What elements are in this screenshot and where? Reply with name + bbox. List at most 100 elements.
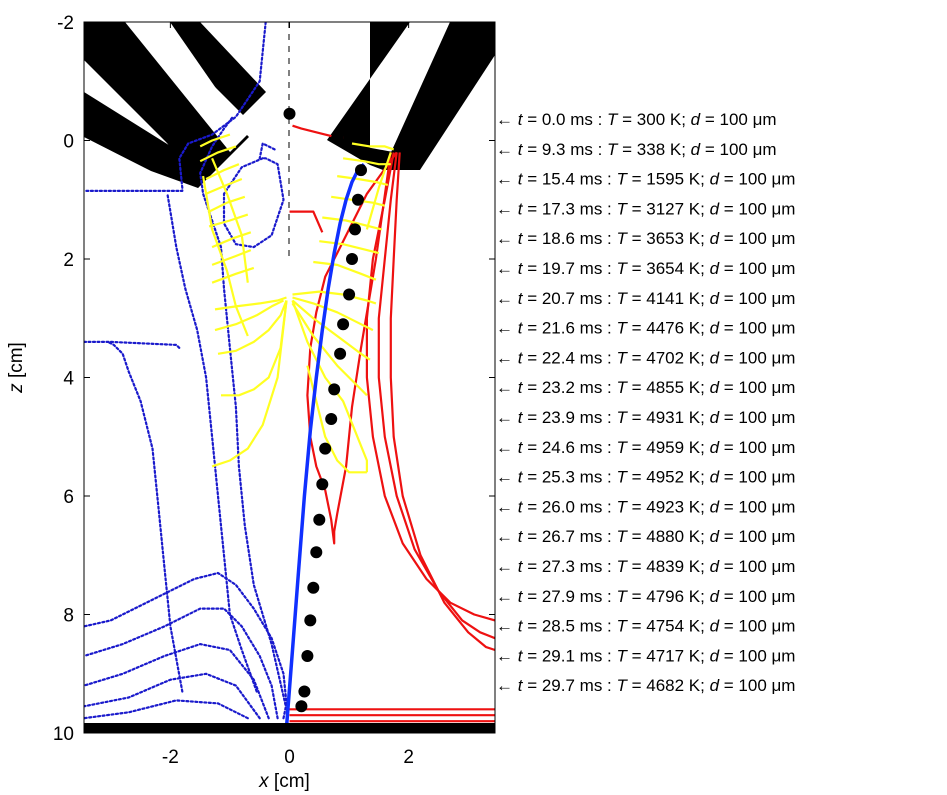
particle-marker-9: [334, 347, 347, 360]
annotation-label: ← t = 27.3 ms : T = 4839 K; d = 100 μm: [496, 557, 795, 576]
particle-marker-14: [313, 513, 326, 526]
annotation-label: ← t = 27.9 ms : T = 4796 K; d = 100 μm: [496, 587, 795, 606]
blue-contour-3: [84, 642, 270, 720]
trajectory-layer: [284, 162, 366, 728]
y-tick-label: 10: [53, 724, 74, 745]
yellow-contour-6: [211, 266, 255, 284]
annotation-15: ← t = 26.7 ms : T = 4880 K; d = 100 μm: [496, 527, 795, 546]
blue-contour-4: [84, 672, 261, 720]
yellow-contour-21: [292, 296, 374, 332]
blue-contours: [84, 22, 288, 720]
x-tick-label: 2: [403, 747, 414, 768]
particle-trajectory: [284, 162, 366, 728]
particle-marker-8: [337, 318, 350, 331]
x-axis-title: x [cm]: [258, 771, 310, 792]
annotation-label: ← t = 15.4 ms : T = 1595 K; d = 100 μm: [496, 170, 795, 189]
right-electrode-stripe-2: [360, 22, 450, 170]
annotation-label: ← t = 29.1 ms : T = 4717 K; d = 100 μm: [496, 646, 795, 665]
annotation-14: ← t = 26.0 ms : T = 4923 K; d = 100 μm: [496, 497, 795, 516]
red-contour-3: [377, 152, 495, 640]
annotation-label: ← t = 26.7 ms : T = 4880 K; d = 100 μm: [496, 527, 795, 546]
annotation-label: ← t = 9.3 ms : T = 338 K; d = 100 μm: [496, 140, 777, 159]
annotation-label: ← t = 21.6 ms : T = 4476 K; d = 100 μm: [496, 319, 795, 338]
x-tick-label: -2: [162, 747, 179, 768]
particle-layer: [283, 107, 367, 713]
y-tick-label: -2: [57, 13, 74, 34]
yellow-contour-29: [351, 142, 395, 151]
yellow-contour-23: [313, 260, 377, 281]
y-tick-label: 2: [63, 250, 74, 271]
particle-marker-18: [301, 650, 314, 662]
yellow-contour-11: [205, 177, 243, 195]
yellow-contour-8: [211, 231, 252, 249]
annotation-label: ← t = 23.2 ms : T = 4855 K; d = 100 μm: [496, 378, 795, 397]
particle-marker-16: [307, 581, 320, 594]
left-electrode-stripe-1: [84, 22, 249, 188]
annotation-19: ← t = 29.1 ms : T = 4717 K; d = 100 μm: [496, 646, 795, 665]
yellow-contour-14: [199, 133, 231, 148]
left-electrode-stripe-5: [125, 22, 255, 152]
yellow-contour-20: [291, 299, 371, 361]
annotation-10: ← t = 23.2 ms : T = 4855 K; d = 100 μm: [496, 378, 795, 397]
annotation-4: ← t = 17.3 ms : T = 3127 K; d = 100 μm: [496, 199, 795, 218]
x-tick-label: 0: [284, 747, 295, 768]
blue-contour-2: [84, 607, 279, 720]
x-axis-label: x [cm]: [258, 771, 310, 792]
blue-contour-5: [84, 699, 249, 720]
particle-marker-13: [316, 478, 329, 491]
annotation-label: ← t = 18.6 ms : T = 3653 K; d = 100 μm: [496, 229, 795, 248]
blue-contour-7: [166, 192, 258, 693]
particle-marker-4: [352, 193, 364, 206]
yellow-contour-9: [208, 213, 249, 228]
particle-marker-10: [328, 383, 341, 396]
y-ticks: -2 0 2 4 6 8 10: [53, 13, 495, 745]
yellow-contour-30: [365, 152, 392, 230]
annotation-label: ← t = 19.7 ms : T = 3654 K; d = 100 μm: [496, 259, 795, 278]
particle-marker-6: [346, 253, 358, 265]
blue-contour-6: [199, 115, 288, 711]
yellow-contour-28: [342, 157, 391, 166]
annotation-5: ← t = 18.6 ms : T = 3653 K; d = 100 μm: [496, 229, 795, 248]
y-tick-label: 6: [63, 487, 74, 508]
x-ticks: -2 0 2: [162, 22, 414, 768]
particle-marker-5: [349, 223, 361, 236]
yellow-contour-19: [291, 302, 368, 397]
particle-marker-11: [325, 413, 338, 425]
annotation-label: ← t = 22.4 ms : T = 4702 K; d = 100 μm: [496, 348, 795, 367]
particle-marker-1: [283, 107, 296, 120]
yellow-contour-13: [199, 145, 237, 163]
blue-contour-10: [84, 340, 181, 349]
y-axis-label: z [cm]: [6, 342, 27, 394]
yellow-contour-4: [214, 299, 284, 332]
annotation-9: ← t = 22.4 ms : T = 4702 K; d = 100 μm: [496, 348, 795, 367]
right-electrode-stripe-3: [383, 22, 495, 170]
plot-area: [84, 22, 495, 733]
y-tick-label: 4: [63, 369, 74, 390]
blue-contour-9: [106, 340, 184, 693]
blue-contour-12: [258, 142, 276, 160]
right-electrode-stripe-1: [327, 22, 410, 165]
particle-marker-19: [298, 685, 311, 698]
annotation-8: ← t = 21.6 ms : T = 4476 K; d = 100 μm: [496, 319, 795, 338]
annotation-3: ← t = 15.4 ms : T = 1595 K; d = 100 μm: [496, 170, 795, 189]
yellow-contour-16: [202, 175, 249, 337]
annotation-6: ← t = 19.7 ms : T = 3654 K; d = 100 μm: [496, 259, 795, 278]
annotation-2: ← t = 9.3 ms : T = 338 K; d = 100 μm: [496, 140, 777, 159]
yellow-contour-7: [211, 249, 252, 266]
annotation-label: ← t = 20.7 ms : T = 4141 K; d = 100 μm: [496, 289, 795, 308]
annotation-13: ← t = 25.3 ms : T = 4952 K; d = 100 μm: [496, 468, 795, 487]
yellow-contour-5: [214, 296, 287, 311]
annotation-label: ← t = 24.6 ms : T = 4959 K; d = 100 μm: [496, 438, 795, 457]
particle-marker-17: [304, 614, 317, 627]
particle-marker-7: [343, 288, 356, 301]
yellow-contour-3: [217, 300, 288, 355]
y-tick-label: 0: [63, 132, 74, 153]
yellow-contours: [199, 133, 395, 474]
yellow-contour-10: [208, 195, 246, 213]
particle-marker-20: [295, 700, 308, 713]
annotation-17: ← t = 27.9 ms : T = 4796 K; d = 100 μm: [496, 587, 795, 606]
particle-marker-12: [319, 442, 332, 455]
blue-contour-11: [222, 157, 285, 249]
particle-marker-15: [310, 546, 323, 559]
